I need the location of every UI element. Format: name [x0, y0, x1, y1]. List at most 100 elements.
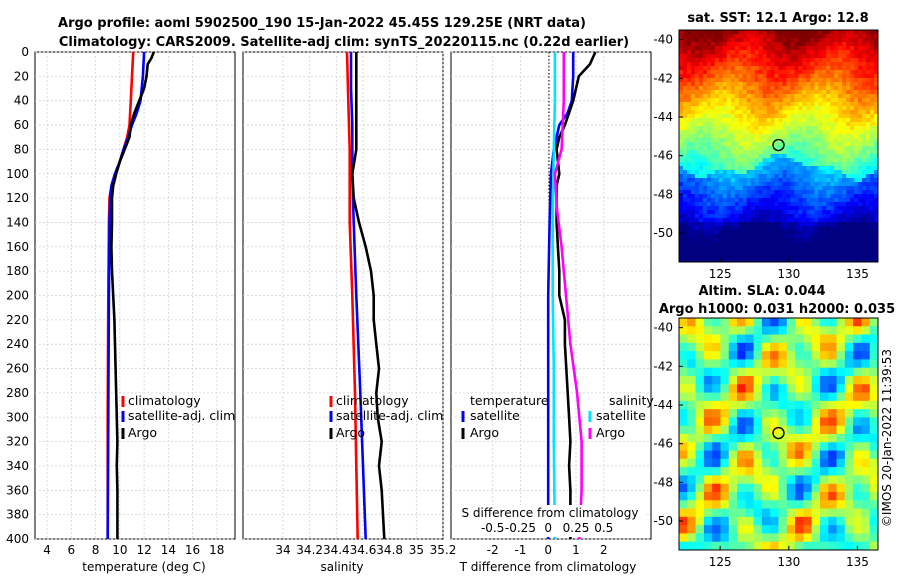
- sst-cell: [794, 34, 799, 39]
- sla-cell: [703, 342, 713, 352]
- sla-cell: [679, 384, 688, 393]
- sst-cell: [858, 202, 863, 207]
- sst-cell: [758, 170, 763, 175]
- sla-cell: [770, 442, 779, 451]
- sst-cell: [734, 222, 739, 227]
- sla-cell: [753, 541, 763, 551]
- sst-cell: [822, 34, 827, 39]
- sst-cell: [682, 42, 688, 47]
- sst-cell: [874, 238, 879, 243]
- sst-cell: [754, 174, 759, 179]
- sst-cell: [710, 190, 716, 195]
- sst-cell: [726, 258, 732, 263]
- sst-cell: [814, 158, 819, 163]
- sst-cell: [726, 62, 732, 67]
- sst-cell: [690, 118, 696, 123]
- sst-cell: [818, 62, 823, 67]
- sst-cell: [830, 122, 835, 127]
- sst-cell: [858, 122, 863, 127]
- sst-cell: [830, 258, 835, 263]
- sst-cell: [698, 90, 704, 95]
- sst-cell: [846, 74, 851, 79]
- sst-cell: [806, 158, 811, 163]
- sst-cell: [706, 178, 712, 183]
- sla-cell: [828, 326, 837, 335]
- sla-cell: [745, 458, 754, 468]
- sst-cell: [746, 30, 751, 35]
- sst-cell: [798, 122, 803, 127]
- sst-cell: [822, 194, 827, 199]
- sst-cell: [770, 78, 775, 83]
- sst-cell: [722, 162, 728, 167]
- sst-cell: [870, 146, 875, 151]
- sst-cell: [694, 42, 700, 47]
- sst-cell: [850, 226, 855, 231]
- sst-cell: [690, 82, 696, 87]
- sst-cell: [814, 118, 819, 123]
- sst-cell: [834, 122, 839, 127]
- sst-cell: [702, 130, 708, 135]
- sst-cell: [838, 166, 843, 171]
- sst-cell: [778, 38, 783, 43]
- sst-cell: [858, 98, 863, 103]
- sst-cell: [822, 74, 827, 79]
- sst-cell: [734, 238, 739, 243]
- sla-cell: [728, 326, 738, 335]
- sst-cell: [806, 178, 811, 183]
- sst-cell: [750, 226, 755, 231]
- sst-cell: [838, 170, 843, 175]
- sst-cell: [762, 242, 767, 247]
- sst-cell: [758, 42, 763, 47]
- sst-cell: [810, 130, 815, 135]
- sst-cell: [846, 142, 851, 147]
- sst-cell: [826, 78, 831, 83]
- sst-cell: [810, 198, 815, 203]
- sst-cell: [686, 46, 692, 51]
- sst-cell: [730, 54, 736, 59]
- sst-cell: [822, 226, 827, 231]
- sla-cell: [712, 475, 721, 485]
- sst-cell: [698, 258, 704, 263]
- sla-cell: [703, 458, 713, 468]
- sst-cell: [762, 186, 767, 191]
- sst-cell: [746, 182, 751, 187]
- sst-longitude-labels: 125 130 135: [709, 258, 869, 281]
- sst-cell: [842, 210, 847, 215]
- sst-cell: [734, 186, 739, 191]
- sst-cell: [774, 170, 779, 175]
- sst-cell: [790, 46, 795, 51]
- sla-cell: [761, 516, 771, 526]
- sla-cell: [861, 533, 871, 543]
- sst-cell: [694, 154, 700, 159]
- sst-cell: [854, 214, 859, 219]
- sst-cell: [874, 134, 879, 139]
- sst-cell: [718, 170, 724, 175]
- sst-cell: [818, 114, 823, 119]
- sst-cell: [854, 42, 859, 47]
- sst-cell: [846, 222, 851, 227]
- sst-cell: [726, 54, 732, 59]
- sst-cell: [679, 166, 684, 171]
- sst-cell: [870, 178, 875, 183]
- sst-cell: [698, 38, 704, 43]
- x-tick-label: 10: [112, 543, 127, 557]
- sla-cell: [811, 359, 821, 369]
- sst-cell: [762, 66, 767, 71]
- sst-cell: [806, 74, 811, 79]
- salinity-difference-axis-label: S difference from climatology: [462, 506, 639, 520]
- sst-cell: [838, 74, 843, 79]
- sst-cell: [794, 178, 799, 183]
- sst-cell: [770, 166, 775, 171]
- sst-cell: [778, 190, 783, 195]
- sst-cell: [774, 222, 779, 227]
- sst-cell: [842, 114, 847, 119]
- sst-cell: [722, 194, 728, 199]
- sla-cell: [745, 367, 754, 377]
- top-tick-label: 0: [544, 521, 552, 535]
- longitude-tick-label: 125: [709, 555, 732, 569]
- sst-cell: [770, 190, 775, 195]
- sst-cell: [830, 110, 835, 115]
- sst-cell: [818, 178, 823, 183]
- sst-cell: [790, 142, 795, 147]
- sst-cell: [798, 94, 803, 99]
